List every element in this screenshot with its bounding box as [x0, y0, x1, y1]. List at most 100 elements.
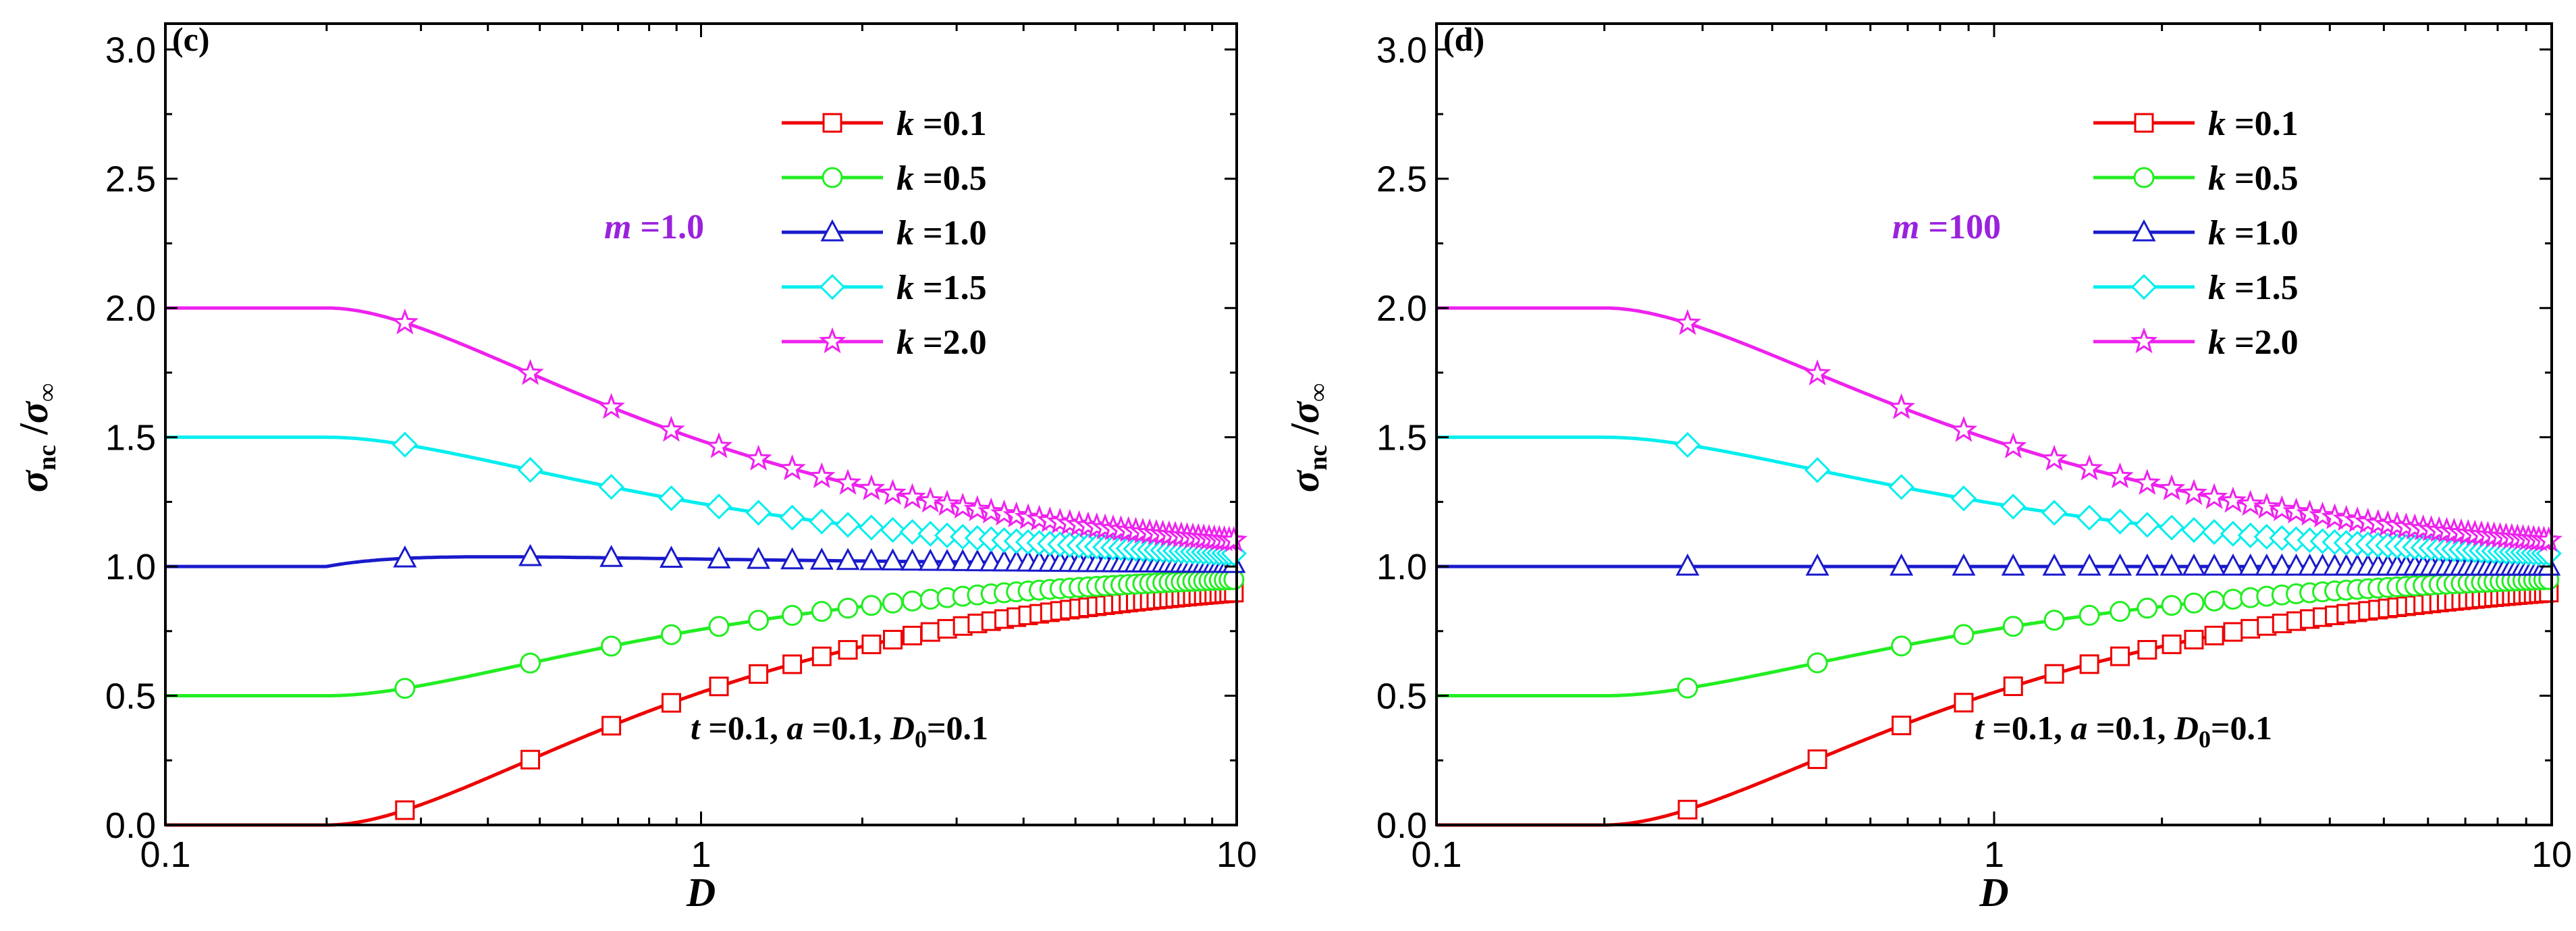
- data-point-marker: [857, 474, 886, 500]
- data-point-marker: [2042, 553, 2066, 576]
- data-point-marker: [900, 548, 925, 571]
- plot-frame: [164, 22, 1238, 826]
- data-point-marker: [934, 522, 961, 549]
- data-point-marker: [2043, 610, 2065, 631]
- data-point-marker: [2077, 553, 2101, 576]
- data-point-marker: [2201, 518, 2228, 546]
- data-point-marker: [709, 676, 729, 697]
- data-point-marker: [659, 546, 683, 568]
- data-point-marker: [2044, 664, 2064, 684]
- series-k-0.1: [165, 583, 1244, 827]
- data-point-marker: [883, 629, 903, 649]
- data-point-marker: [861, 634, 882, 654]
- data-point-marker: [809, 508, 835, 535]
- data-point-marker: [1678, 799, 1698, 820]
- legend-label: k =0.5: [2208, 159, 2299, 198]
- legend-marker: [2132, 219, 2156, 242]
- data-point-marker: [745, 444, 772, 471]
- data-point-marker: [1674, 431, 1701, 458]
- series-line: [165, 306, 1237, 543]
- y-axis-title: σnc /σ∞: [11, 383, 61, 492]
- legend-marker: [820, 219, 844, 242]
- data-point-marker: [2202, 553, 2226, 576]
- data-point-marker: [2255, 553, 2279, 576]
- data-point-marker: [2200, 483, 2228, 510]
- series-k-2.0: [1437, 306, 2562, 552]
- legend-item: k =0.1: [2093, 105, 2299, 143]
- series-k-2.0: [165, 306, 1248, 552]
- legend-label: k =2.0: [896, 323, 987, 362]
- data-point-marker: [518, 543, 543, 566]
- legend-label: k =1.5: [896, 269, 987, 307]
- data-point-marker: [1002, 501, 1030, 528]
- data-point-marker: [917, 521, 944, 547]
- legend-label: k =1.0: [2208, 214, 2299, 252]
- legend-item: k =1.0: [782, 214, 987, 252]
- series-k-0.5: [165, 568, 1245, 699]
- data-point-marker: [920, 622, 940, 642]
- legend-label: k =1.0: [896, 214, 987, 252]
- x-axis-title: D: [1979, 870, 2008, 915]
- data-point-marker: [950, 549, 975, 571]
- x-tick-label: 10: [1216, 834, 1257, 875]
- data-point-marker: [1887, 393, 1915, 419]
- x-tick-label: 1: [1984, 834, 2004, 875]
- data-point-marker: [1891, 716, 1912, 736]
- data-point-marker: [2222, 589, 2244, 610]
- y-tick-label: 0.0: [105, 805, 156, 846]
- data-point-marker: [2076, 504, 2103, 531]
- data-point-marker: [2220, 521, 2247, 547]
- data-point-marker: [2223, 622, 2243, 642]
- data-point-marker: [2221, 553, 2245, 576]
- y-tick-label: 2.0: [105, 288, 156, 329]
- data-point-marker: [1220, 526, 1248, 552]
- data-point-marker: [2078, 604, 2100, 626]
- data-point-marker: [516, 358, 544, 385]
- data-point-marker: [520, 749, 541, 770]
- data-point-marker: [1954, 693, 1974, 713]
- data-point-marker: [745, 500, 772, 526]
- data-point-marker: [2003, 676, 2023, 697]
- m-annotation: m =1.0: [604, 208, 704, 246]
- y-tick-label: 3.0: [1376, 30, 1427, 70]
- data-point-marker: [1891, 635, 1912, 657]
- data-point-marker: [1889, 553, 1914, 576]
- y-tick-label: 0.0: [1376, 805, 1427, 846]
- data-point-marker: [990, 499, 1018, 526]
- data-point-marker: [2001, 553, 2025, 576]
- data-point-marker: [2002, 616, 2024, 637]
- data-point-marker: [948, 492, 977, 519]
- legend: k =0.1 k =0.5 k =1.0 k =1.5 k =2.0: [782, 105, 987, 362]
- y-tick-label: 1.0: [105, 547, 156, 587]
- data-point-marker: [2157, 474, 2186, 501]
- y-tick-label: 1.5: [105, 418, 156, 458]
- data-point-marker: [837, 597, 859, 619]
- data-point-marker: [2219, 486, 2247, 513]
- data-point-marker: [779, 504, 805, 531]
- data-point-marker: [661, 693, 681, 713]
- data-point-marker: [859, 548, 884, 570]
- data-point-marker: [749, 664, 769, 684]
- data-point-marker: [2075, 454, 2103, 481]
- series-k-0.5: [1437, 568, 2560, 699]
- x-tick-label: 0.1: [140, 834, 190, 875]
- data-point-marker: [2162, 634, 2182, 654]
- data-point-marker: [2268, 495, 2296, 521]
- data-point-marker: [1677, 677, 1698, 699]
- legend-item: k =0.5: [2093, 159, 2299, 198]
- data-point-marker: [2204, 625, 2224, 645]
- data-point-marker: [748, 610, 770, 631]
- data-point-marker: [2237, 522, 2263, 549]
- data-point-marker: [2000, 432, 2027, 458]
- data-point-marker: [809, 548, 834, 570]
- data-point-marker: [782, 654, 803, 674]
- data-point-marker: [834, 512, 861, 538]
- parameter-annotation: t =0.1, a =0.1, D0=0.1: [1975, 709, 2272, 753]
- m-annotation: m =100: [1892, 208, 2001, 246]
- panel-label: (d): [1443, 20, 1484, 58]
- data-point-marker: [708, 616, 730, 637]
- data-point-marker: [391, 308, 419, 335]
- data-point-marker: [1805, 553, 1829, 576]
